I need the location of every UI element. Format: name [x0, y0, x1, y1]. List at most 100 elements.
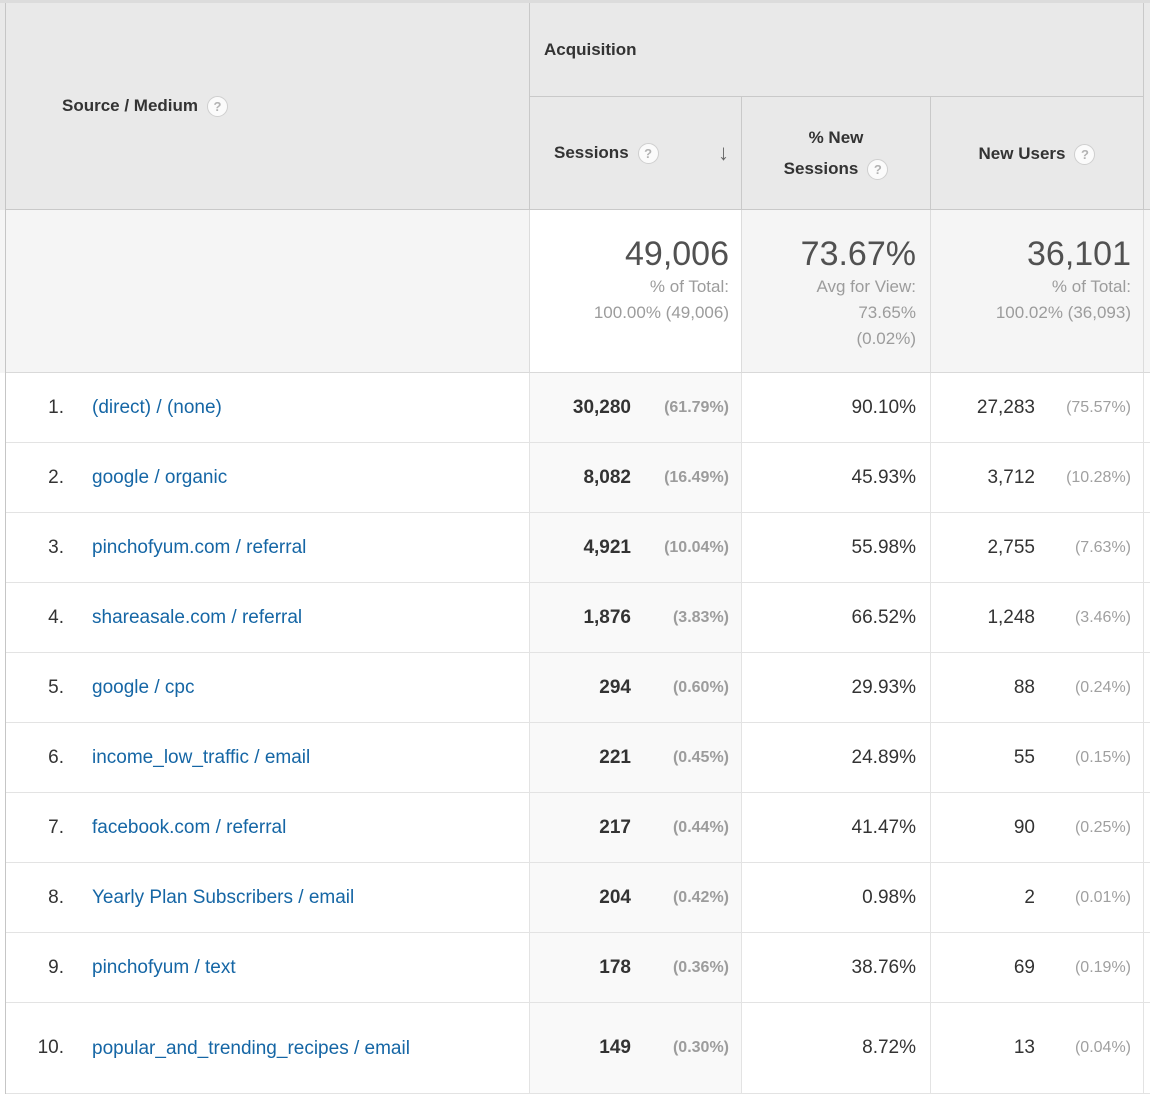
- source-medium-cell: 6. income_low_traffic / email: [6, 723, 529, 793]
- source-medium-link[interactable]: google / cpc: [92, 677, 195, 698]
- sessions-header-label: Sessions: [554, 143, 629, 162]
- source-medium-cell: 3. pinchofyum.com / referral: [6, 513, 529, 583]
- pct-new-sessions-cell: 29.93%: [741, 653, 930, 723]
- sessions-cell: 30,280 (61.79%): [529, 373, 741, 443]
- next-column-cutoff-cell: [1143, 793, 1150, 863]
- source-medium-link[interactable]: income_low_traffic / email: [92, 747, 311, 768]
- sessions-cell: 149 (0.30%): [529, 1003, 741, 1094]
- new-users-value: 3,712: [987, 466, 1035, 488]
- row-rank: 6.: [48, 746, 64, 768]
- row-rank: 4.: [48, 606, 64, 628]
- sessions-total-caption-line: % of Total:: [649, 277, 729, 296]
- new-users-value: 69: [1013, 956, 1035, 978]
- pct-new-sessions-cell: 90.10%: [741, 373, 930, 443]
- help-icon[interactable]: ?: [637, 142, 659, 164]
- pct-new-sessions-cell: 24.89%: [741, 723, 930, 793]
- sessions-percent: (0.45%): [672, 748, 729, 766]
- help-icon[interactable]: ?: [207, 95, 229, 117]
- new-users-percent: (0.01%): [1074, 888, 1131, 906]
- source-medium-link[interactable]: shareasale.com / referral: [92, 607, 303, 628]
- sessions-value: 149: [599, 1037, 631, 1058]
- pct-new-sessions-cell: 8.72%: [741, 1003, 930, 1094]
- source-medium-header-label: Source / Medium: [62, 96, 199, 115]
- source-medium-link[interactable]: (direct) / (none): [92, 397, 222, 418]
- new-users-percent: (75.57%): [1066, 398, 1131, 416]
- help-icon[interactable]: ?: [1074, 143, 1096, 165]
- sessions-value: 221: [599, 746, 631, 768]
- next-column-cutoff-cell: [1143, 653, 1150, 723]
- pct-new-sessions-value: 41.47%: [851, 816, 916, 838]
- new-users-total-caption-line: 100.02% (36,093): [995, 303, 1131, 322]
- pct-new-sessions-value: 24.89%: [851, 746, 916, 768]
- pct-new-sessions-value: 66.52%: [851, 606, 916, 628]
- row-rank: 1.: [48, 396, 64, 418]
- source-medium-cell: 10. popular_and_trending_recipes / email: [6, 1003, 529, 1094]
- pct-new-sessions-column-header[interactable]: % New Sessions?: [741, 97, 930, 210]
- row-rank: 10.: [37, 1037, 64, 1058]
- new-users-cell: 55 (0.15%): [930, 723, 1143, 793]
- new-users-percent: (0.15%): [1074, 748, 1131, 766]
- row-rank: 7.: [48, 816, 64, 838]
- source-medium-cell: 7. facebook.com / referral: [6, 793, 529, 863]
- row-rank: 9.: [48, 956, 64, 978]
- source-medium-link[interactable]: popular_and_trending_recipes / email: [92, 1037, 410, 1059]
- new-users-value: 2,755: [987, 536, 1035, 558]
- sessions-cell: 4,921 (10.04%): [529, 513, 741, 583]
- row-rank: 8.: [48, 886, 64, 908]
- sessions-cell: 1,876 (3.83%): [529, 583, 741, 653]
- sessions-summary-cell: 49,006 % of Total: 100.00% (49,006): [529, 210, 741, 373]
- new-users-cell: 69 (0.19%): [930, 933, 1143, 1003]
- next-column-cutoff-header: [1143, 3, 1150, 210]
- new-users-value: 13: [1013, 1037, 1035, 1058]
- source-medium-link[interactable]: Yearly Plan Subscribers / email: [92, 887, 355, 908]
- pct-new-sessions-value: 45.93%: [851, 466, 916, 488]
- source-medium-cell: 9. pinchofyum / text: [6, 933, 529, 1003]
- new-users-cell: 13 (0.04%): [930, 1003, 1143, 1094]
- top-edge-divider: [0, 0, 1150, 3]
- source-medium-link[interactable]: pinchofyum.com / referral: [92, 537, 307, 558]
- new-users-percent: (10.28%): [1066, 468, 1131, 486]
- summary-dimension-cell: [6, 210, 529, 373]
- next-column-cutoff-cell: [1143, 723, 1150, 793]
- pct-new-sessions-value: 38.76%: [851, 956, 916, 978]
- new-users-percent: (3.46%): [1074, 608, 1131, 626]
- source-medium-column-header[interactable]: Source / Medium ?: [6, 3, 529, 210]
- new-users-total-caption-line: % of Total:: [1051, 277, 1131, 296]
- pct-new-sessions-value: 29.93%: [851, 676, 916, 698]
- next-column-cutoff-cell: [1143, 1003, 1150, 1094]
- new-users-column-header[interactable]: New Users?: [930, 97, 1143, 210]
- new-users-value: 27,283: [976, 396, 1035, 418]
- source-medium-link[interactable]: facebook.com / referral: [92, 817, 287, 838]
- sessions-percent: (16.49%): [664, 468, 729, 486]
- sort-descending-icon[interactable]: ↓: [718, 140, 729, 165]
- new-users-value: 1,248: [987, 606, 1035, 628]
- sessions-value: 1,876: [583, 606, 631, 628]
- next-column-cutoff-cell: [1143, 583, 1150, 653]
- source-medium-cell: 4. shareasale.com / referral: [6, 583, 529, 653]
- new-users-total-value: 36,101: [1027, 235, 1131, 273]
- new-users-cell: 88 (0.24%): [930, 653, 1143, 723]
- sessions-cell: 204 (0.42%): [529, 863, 741, 933]
- sessions-column-header[interactable]: Sessions ? ↓: [529, 97, 741, 210]
- pct-new-sessions-caption-line: 73.65%: [858, 303, 916, 322]
- source-medium-link[interactable]: google / organic: [92, 467, 228, 488]
- pct-new-sessions-cell: 55.98%: [741, 513, 930, 583]
- source-medium-link[interactable]: pinchofyum / text: [92, 957, 236, 978]
- new-users-percent: (0.19%): [1074, 958, 1131, 976]
- sessions-cell: 294 (0.60%): [529, 653, 741, 723]
- left-cutoff-sliver: [0, 3, 5, 1094]
- source-medium-cell: 1. (direct) / (none): [6, 373, 529, 443]
- help-icon[interactable]: ?: [867, 159, 889, 181]
- sessions-value: 217: [599, 816, 631, 838]
- new-users-value: 55: [1013, 746, 1035, 768]
- sessions-value: 4,921: [583, 536, 631, 558]
- sessions-percent: (0.60%): [672, 678, 729, 696]
- new-users-summary-cell: 36,101 % of Total: 100.02% (36,093): [930, 210, 1143, 373]
- acquisition-group-header: Acquisition: [529, 3, 1143, 97]
- sessions-percent: (0.30%): [672, 1039, 729, 1056]
- new-users-header-label: New Users: [978, 143, 1066, 163]
- source-medium-cell: 5. google / cpc: [6, 653, 529, 723]
- pct-new-sessions-value: 8.72%: [862, 1037, 916, 1058]
- pct-new-sessions-value: 90.10%: [851, 396, 916, 418]
